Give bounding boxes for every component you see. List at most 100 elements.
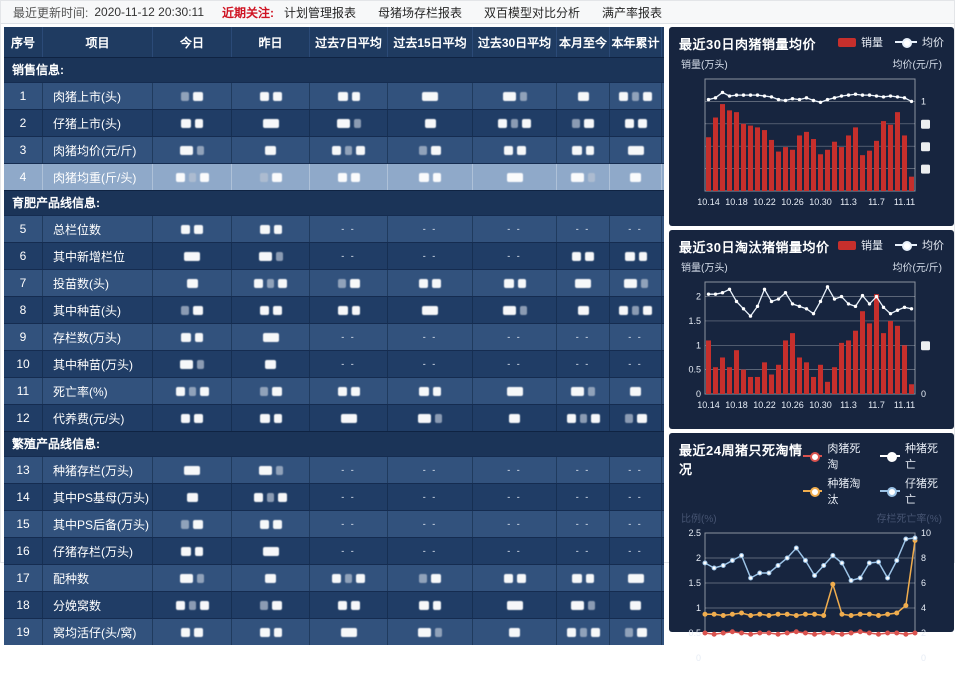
chart3-legend: 肉猪死淘 种猪死亡 种猪淘汰 仔猪死亡	[802, 440, 944, 507]
legend-item-1[interactable]: 种猪死亡	[880, 440, 944, 472]
cell-redacted	[557, 592, 610, 618]
cell-dash: - -	[388, 511, 473, 537]
line-dot-icon	[895, 241, 917, 251]
row-number: 9	[4, 324, 43, 350]
svg-text:0: 0	[696, 389, 701, 399]
cell-dash: - -	[388, 538, 473, 564]
cell-redacted	[232, 137, 310, 163]
cell-redacted	[557, 619, 610, 645]
cell-redacted	[473, 83, 557, 109]
table-row[interactable]: 4 肉猪均重(斤/头)	[4, 163, 664, 190]
row-number: 15	[4, 511, 43, 537]
link-capacity-report[interactable]: 满产率报表	[602, 5, 663, 20]
cell-dash: - -	[310, 538, 388, 564]
cell-redacted	[388, 378, 473, 404]
link-plan-report[interactable]: 计划管理报表	[284, 5, 357, 20]
svg-text:10.18: 10.18	[725, 197, 748, 207]
table-row[interactable]: 11 死亡率(%)	[4, 377, 664, 404]
cell-redacted	[310, 83, 388, 109]
cell-redacted	[610, 592, 662, 618]
group-header: 销售信息:	[4, 57, 664, 82]
cell-dash: - -	[473, 243, 557, 269]
column-header-4: 过去7日平均	[310, 27, 388, 57]
cell-dash: - -	[610, 216, 662, 242]
svg-text:2: 2	[696, 553, 701, 563]
legend-item-2[interactable]: 种猪淘汰	[802, 475, 867, 507]
cell-dash: - -	[388, 484, 473, 510]
table-row[interactable]: 12 代养费(元/头)	[4, 404, 664, 431]
chart3-left-axis-label: 比例(%)	[681, 514, 717, 525]
chart2-right-axis-label: 均价(元/斤)	[892, 263, 942, 274]
cell-redacted	[153, 164, 232, 190]
table-row[interactable]: 16 仔猪存栏(万头) - -- -- -- -- -	[4, 537, 664, 564]
row-label: 仔猪上市(头)	[43, 110, 153, 136]
legend-item-1[interactable]: 均价	[895, 34, 944, 50]
table-row[interactable]: 10 其中种苗(万头) - -- -- -- -- -	[4, 350, 664, 377]
svg-text:10.22: 10.22	[753, 400, 776, 410]
svg-text:11.3: 11.3	[840, 400, 857, 410]
legend-label: 仔猪死亡	[904, 478, 938, 506]
row-number: 19	[4, 619, 43, 645]
table-row[interactable]: 5 总栏位数 - -- -- -- -- -	[4, 215, 664, 242]
legend-item-1[interactable]: 均价	[895, 237, 944, 253]
table-row[interactable]: 18 分娩窝数	[4, 591, 664, 618]
legend-item-0[interactable]: 销量	[838, 237, 883, 253]
cell-redacted	[232, 592, 310, 618]
svg-text:2: 2	[921, 628, 926, 638]
svg-text:10.14: 10.14	[697, 197, 720, 207]
row-number: 4	[4, 164, 43, 190]
cell-dash: - -	[557, 511, 610, 537]
table-row[interactable]: 7 投苗数(头)	[4, 269, 664, 296]
row-number: 3	[4, 137, 43, 163]
svg-text:1: 1	[696, 603, 701, 613]
table-row[interactable]: 1 肉猪上市(头)	[4, 82, 664, 109]
cell-redacted	[310, 164, 388, 190]
link-model-compare[interactable]: 双百模型对比分析	[484, 5, 581, 20]
table-row[interactable]: 15 其中PS后备(万头) - -- -- -- -- -	[4, 510, 664, 537]
table-row[interactable]: 14 其中PS基母(万头) - -- -- -- -- -	[4, 483, 664, 510]
cell-dash: - -	[557, 351, 610, 377]
svg-text:10.30: 10.30	[809, 197, 832, 207]
table-row[interactable]: 9 存栏数(万头) - -- -- -- -- -	[4, 323, 664, 350]
cell-redacted	[388, 405, 473, 431]
cell-redacted	[232, 297, 310, 323]
cell-redacted	[610, 83, 662, 109]
table-row[interactable]: 17 配种数	[4, 564, 664, 591]
table-row[interactable]: 8 其中种苗(头)	[4, 296, 664, 323]
legend-item-0[interactable]: 销量	[838, 34, 883, 50]
cell-dash: - -	[388, 324, 473, 350]
cell-redacted	[473, 270, 557, 296]
column-header-0: 序号	[4, 27, 43, 57]
cell-redacted	[153, 137, 232, 163]
cell-redacted	[473, 137, 557, 163]
svg-text:10.22: 10.22	[753, 197, 776, 207]
table-row[interactable]: 13 种猪存栏(万头) - -- -- -- -- -	[4, 456, 664, 483]
row-label: 肉猪均价(元/斤)	[43, 137, 153, 163]
row-label: 存栏数(万头)	[43, 324, 153, 350]
cell-redacted	[232, 270, 310, 296]
cell-redacted	[473, 110, 557, 136]
svg-text:10.14: 10.14	[697, 400, 720, 410]
cell-dash: - -	[473, 216, 557, 242]
chart-panel-cull-pig-sales-price: 最近30日淘汰猪销量均价 销量 均价 销量(万头) 均价(元/斤) 10.14 10…	[669, 230, 954, 429]
cell-redacted	[153, 511, 232, 537]
svg-text:0: 0	[921, 389, 926, 399]
table-row[interactable]: 19 窝均活仔(头/窝)	[4, 618, 664, 645]
legend-item-3[interactable]: 仔猪死亡	[880, 475, 944, 507]
cell-dash: - -	[310, 351, 388, 377]
table-row[interactable]: 6 其中新增栏位 - -- -- -	[4, 242, 664, 269]
legend-item-0[interactable]: 肉猪死淘	[802, 440, 867, 472]
legend-label: 销量	[861, 240, 883, 252]
cell-redacted	[557, 378, 610, 404]
legend-label: 种猪淘汰	[827, 478, 861, 506]
link-sow-farm-report[interactable]: 母猪场存栏报表	[378, 5, 463, 20]
cell-redacted	[388, 110, 473, 136]
cell-redacted	[388, 270, 473, 296]
cell-redacted	[153, 351, 232, 377]
table-body: 销售信息: 1 肉猪上市(头) 2 仔猪上市(头) 3 肉猪均价(元/斤) 4 肉猪均重(斤/头…	[4, 57, 664, 645]
cell-redacted	[310, 270, 388, 296]
row-number: 5	[4, 216, 43, 242]
table-row[interactable]: 2 仔猪上市(头)	[4, 109, 664, 136]
table-row[interactable]: 3 肉猪均价(元/斤)	[4, 136, 664, 163]
svg-text:11.11: 11.11	[894, 197, 915, 207]
